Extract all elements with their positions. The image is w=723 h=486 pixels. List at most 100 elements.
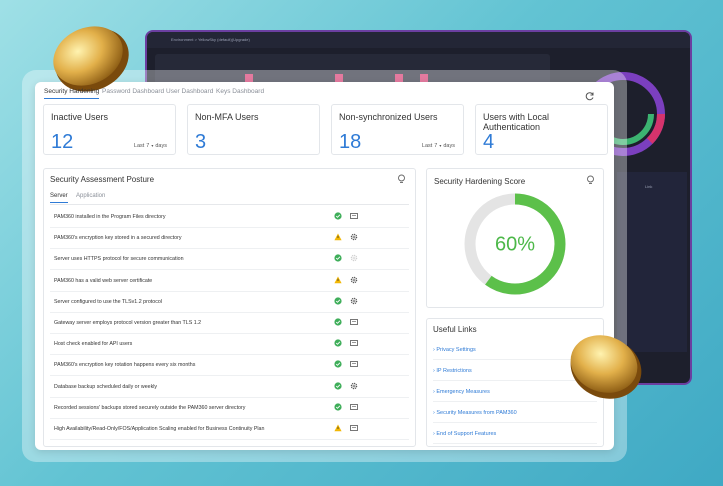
report-glyph bbox=[350, 361, 358, 368]
check-bg bbox=[334, 381, 342, 390]
link-row: › IP Restrictions bbox=[433, 360, 597, 381]
gear-hub bbox=[352, 384, 356, 387]
assessment-row: Database backup scheduled daily or weekl… bbox=[50, 376, 409, 398]
assessment-row: Gateway server employs protocol version … bbox=[50, 312, 409, 334]
assessment-row: Host check enabled for API users bbox=[50, 333, 409, 356]
gear-hub bbox=[352, 257, 356, 260]
check-glyph bbox=[335, 362, 341, 367]
gear-hub bbox=[352, 278, 356, 281]
status-icon bbox=[334, 276, 342, 283]
report-glyph bbox=[350, 340, 358, 347]
check-glyph bbox=[335, 256, 341, 261]
report-glyph bbox=[350, 425, 358, 431]
action-icon[interactable] bbox=[350, 360, 358, 368]
useful-link[interactable]: › Security Measures from PAM360 bbox=[433, 410, 517, 416]
check-bg bbox=[334, 318, 342, 326]
row-text: Recorded sessions' backups stored secure… bbox=[54, 404, 246, 411]
row-text: Server configured to use the TLSv1.2 pro… bbox=[54, 298, 162, 305]
check-bg bbox=[334, 360, 342, 368]
status-icon bbox=[334, 212, 342, 220]
sub-tab[interactable]: Server bbox=[50, 193, 68, 203]
status-icon bbox=[334, 297, 342, 305]
sub-tab-rule bbox=[50, 204, 409, 205]
link-row: › Privacy Settings bbox=[433, 339, 597, 360]
row-text: Gateway server employs protocol version … bbox=[54, 320, 202, 326]
check-glyph bbox=[335, 341, 341, 346]
stat-title: Non-MFA Users bbox=[195, 112, 259, 122]
gear-hub bbox=[352, 299, 356, 303]
action-icon[interactable] bbox=[350, 403, 358, 411]
check-glyph bbox=[335, 299, 341, 303]
action-icon[interactable] bbox=[350, 276, 358, 284]
status-icon bbox=[334, 403, 342, 411]
assessment-row: Server configured to use the TLSv1.2 pro… bbox=[50, 291, 409, 313]
refresh-icon[interactable] bbox=[585, 91, 595, 101]
stat-value: 3 bbox=[195, 131, 207, 153]
gear-glyph bbox=[350, 233, 358, 241]
tip-icon[interactable] bbox=[397, 174, 406, 184]
useful-link[interactable]: › IP Restrictions bbox=[433, 368, 472, 374]
check-glyph bbox=[335, 214, 341, 218]
tab[interactable]: User Dashboard bbox=[166, 88, 214, 95]
tab[interactable]: Password Dashboard bbox=[102, 88, 165, 95]
gear-glyph bbox=[350, 276, 358, 283]
row-text: High Availability/Read-Only/FOS/Applicat… bbox=[54, 426, 265, 432]
check-glyph bbox=[335, 320, 341, 324]
period-suffix: days bbox=[443, 143, 455, 149]
useful-link[interactable]: › End of Support Features bbox=[433, 431, 497, 437]
stat-card: Users with Local Authentication 4 bbox=[475, 104, 608, 155]
period-select[interactable]: Last 7 ▾ days bbox=[420, 143, 455, 149]
bulb bbox=[398, 174, 405, 182]
report-glyph bbox=[350, 319, 358, 325]
gear-hub bbox=[352, 235, 356, 239]
tab[interactable]: Keys Dashboard bbox=[216, 88, 265, 95]
period-select[interactable]: Last 7 ▾ days bbox=[132, 143, 167, 149]
assessment-row: PAM360's encryption key stored in a secu… bbox=[50, 227, 409, 250]
assessment-row: PAM360 installed in the Program Files di… bbox=[50, 206, 409, 228]
row-text: Database backup scheduled daily or weekl… bbox=[54, 383, 158, 390]
action-icon[interactable] bbox=[350, 339, 358, 347]
action-icon[interactable] bbox=[350, 318, 358, 326]
report-glyph bbox=[350, 213, 358, 219]
stat-value: 12 bbox=[51, 131, 74, 153]
action-icon[interactable] bbox=[350, 297, 358, 305]
score-donut: 60% bbox=[464, 193, 566, 295]
action-icon[interactable] bbox=[350, 382, 358, 390]
sub-tab[interactable]: Application bbox=[76, 193, 106, 199]
coin-face bbox=[570, 335, 638, 393]
useful-link[interactable]: › Privacy Settings bbox=[433, 347, 476, 353]
check-bg bbox=[334, 297, 342, 305]
status-icon bbox=[334, 318, 342, 326]
row-text: Server uses HTTPS protocol for secure co… bbox=[54, 256, 184, 263]
tip-icon[interactable] bbox=[586, 175, 595, 185]
stat-card: Non-synchronized Users 18 Last 7 ▾ days bbox=[331, 104, 464, 155]
coin bbox=[53, 26, 129, 92]
coin bbox=[570, 335, 642, 399]
ring bbox=[581, 72, 665, 156]
stat-card: Non-MFA Users 3 bbox=[187, 104, 320, 155]
action-icon[interactable] bbox=[350, 424, 358, 432]
check-bg bbox=[334, 212, 342, 220]
row-text: PAM360 has a valid web server certificat… bbox=[54, 277, 153, 284]
period-prefix: Last bbox=[421, 143, 433, 149]
stat-value: 4 bbox=[483, 131, 495, 153]
status-icon bbox=[334, 254, 342, 262]
action-icon[interactable] bbox=[350, 233, 358, 241]
useful-link[interactable]: › Emergency Measures bbox=[433, 389, 490, 395]
link-row: › End of Support Features bbox=[433, 423, 597, 444]
bulb bbox=[587, 175, 594, 183]
assessment-row: PAM360's encryption key rotation happens… bbox=[50, 354, 409, 377]
status-icon bbox=[334, 339, 342, 347]
link-row: › Security Measures from PAM360 bbox=[433, 402, 597, 423]
action-icon[interactable] bbox=[350, 212, 358, 220]
caret: ▾ bbox=[439, 143, 442, 148]
gear-glyph bbox=[350, 255, 358, 262]
stat-title: Non-synchronized Users bbox=[339, 112, 438, 122]
stat-card: Inactive Users 12 Last 7 ▾ days bbox=[43, 104, 176, 155]
check-bg bbox=[334, 403, 342, 411]
period-value: 7 bbox=[146, 143, 150, 149]
tab[interactable]: Security Hardening bbox=[44, 88, 100, 99]
column-header: Link bbox=[645, 184, 653, 189]
score-arc bbox=[464, 193, 566, 295]
link-row: › Emergency Measures bbox=[433, 381, 597, 402]
